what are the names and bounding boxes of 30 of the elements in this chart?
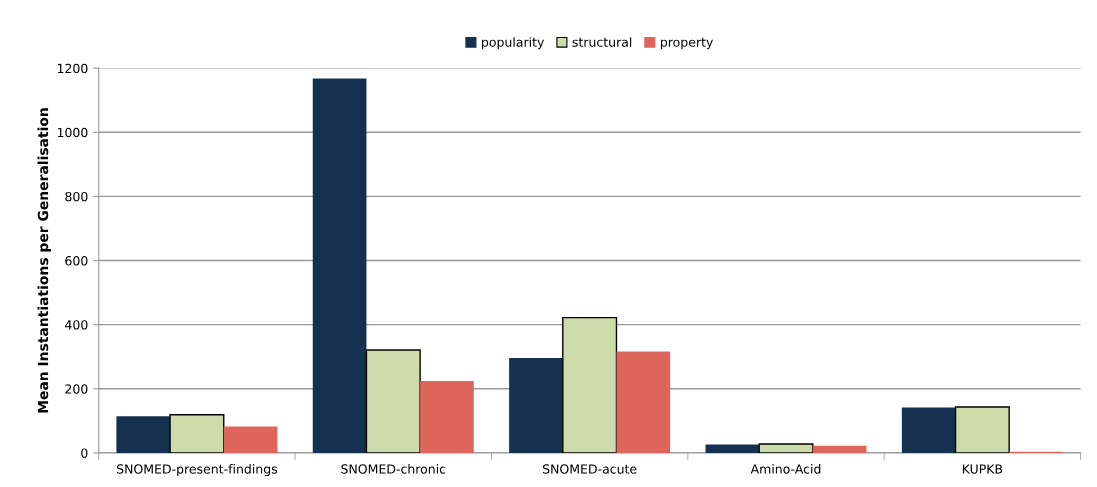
- legend-label: structural: [572, 37, 632, 47]
- bar: [116, 416, 171, 453]
- x-tick-label: SNOMED-chronic: [341, 464, 446, 474]
- bar: [901, 407, 956, 453]
- y-tick-label: 200: [65, 384, 88, 394]
- bar: [420, 381, 474, 453]
- bar: [616, 351, 671, 453]
- y-tick-label: 600: [65, 256, 88, 266]
- legend-label: popularity: [482, 37, 545, 50]
- legend-label: property: [660, 37, 713, 50]
- y-tick-label: 400: [65, 320, 88, 330]
- x-tick-label: Amino-Acid: [750, 464, 821, 474]
- bar: [562, 316, 618, 453]
- x-tick-label: SNOMED-present-findings: [116, 464, 278, 477]
- x-tick-label: SNOMED-acute: [542, 464, 637, 474]
- bar: [365, 349, 421, 453]
- bar: [758, 443, 814, 453]
- bar: [169, 414, 225, 453]
- bar: [705, 444, 760, 453]
- y-tick-label: 1000: [57, 127, 88, 138]
- bar: [954, 406, 1010, 453]
- x-tick-label: KUPKB: [962, 464, 1003, 474]
- bar: [812, 445, 867, 453]
- bar: [312, 78, 367, 453]
- y-tick-label: 0: [81, 448, 88, 458]
- bar: [223, 426, 278, 453]
- y-tick-label: 800: [65, 191, 88, 202]
- y-tick-label: 1200: [57, 63, 88, 74]
- bar: [509, 358, 563, 453]
- y-axis-title: Mean Instantiations per Generalisation: [37, 108, 51, 413]
